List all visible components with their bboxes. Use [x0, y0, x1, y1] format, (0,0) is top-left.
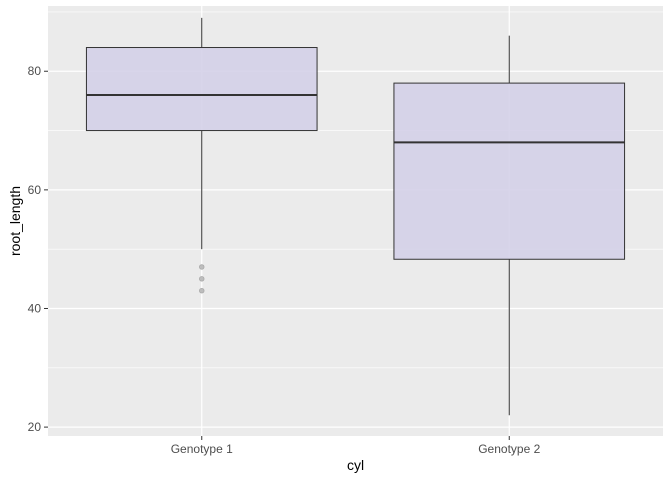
x-tick-label: Genotype 2 — [478, 442, 540, 456]
box-body — [393, 82, 626, 260]
boxes-layer — [85, 17, 626, 416]
y-axis-title: root_length — [7, 186, 23, 256]
y-tick-label: 60 — [28, 183, 42, 197]
outlier-point — [199, 264, 205, 270]
box-2 — [393, 35, 626, 416]
y-tick-label: 80 — [28, 64, 42, 78]
outlier-point — [199, 287, 205, 294]
y-axis: 20 40 60 80 — [28, 64, 48, 434]
outlier-point — [199, 276, 205, 282]
box-body — [85, 47, 318, 132]
x-axis: Genotype 1 Genotype 2 — [171, 436, 541, 456]
y-tick-label: 40 — [28, 301, 42, 315]
y-tick-label: 20 — [28, 420, 42, 434]
x-tick-label: Genotype 1 — [171, 442, 233, 456]
box-1 — [85, 17, 318, 294]
x-axis-title: cyl — [347, 457, 364, 473]
